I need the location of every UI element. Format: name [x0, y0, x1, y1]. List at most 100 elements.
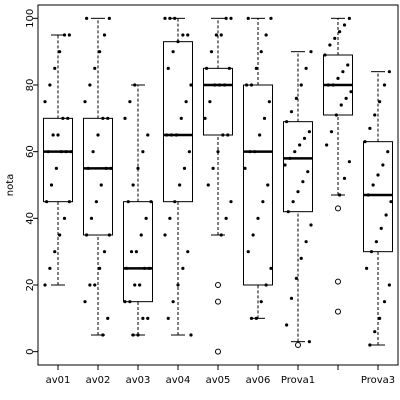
- point: [336, 76, 340, 80]
- point: [106, 316, 110, 320]
- point: [259, 50, 263, 54]
- point: [149, 200, 153, 204]
- point: [387, 283, 391, 287]
- point: [369, 250, 374, 254]
- point: [387, 70, 391, 74]
- point: [309, 223, 313, 227]
- point: [69, 150, 73, 154]
- point: [302, 136, 307, 140]
- point: [294, 96, 298, 100]
- point: [285, 323, 289, 327]
- x-tick-label: av04: [166, 375, 191, 386]
- point: [93, 66, 97, 70]
- point: [181, 33, 185, 37]
- point: [88, 83, 92, 87]
- point: [141, 150, 145, 154]
- point: [373, 113, 377, 117]
- point: [62, 216, 67, 220]
- x-tick-label: av05: [206, 375, 231, 386]
- point: [107, 233, 111, 237]
- point: [253, 150, 257, 154]
- point: [96, 133, 100, 137]
- point: [128, 100, 132, 104]
- point: [179, 116, 183, 120]
- point: [269, 266, 273, 270]
- point: [291, 200, 295, 204]
- y-tick-label: 100: [25, 9, 36, 28]
- point: [173, 200, 177, 204]
- point: [219, 233, 223, 237]
- point: [307, 340, 311, 344]
- point: [299, 256, 303, 260]
- point: [189, 333, 193, 337]
- point: [306, 170, 310, 174]
- x-tick-label: av06: [246, 375, 271, 386]
- point: [209, 50, 214, 54]
- y-axis-label: nota: [5, 174, 16, 197]
- point: [381, 163, 385, 167]
- point: [283, 163, 287, 167]
- point: [216, 150, 220, 154]
- point: [133, 83, 137, 87]
- point: [246, 16, 250, 20]
- point: [62, 33, 67, 37]
- point: [43, 100, 47, 104]
- point: [176, 283, 180, 287]
- point: [184, 100, 188, 104]
- point: [126, 200, 130, 204]
- point: [245, 83, 249, 87]
- point: [326, 83, 330, 87]
- box: [123, 201, 153, 303]
- point: [347, 160, 351, 164]
- outlier: [215, 282, 221, 288]
- point: [226, 133, 230, 137]
- point: [176, 40, 180, 44]
- point: [382, 300, 387, 304]
- point: [166, 316, 170, 320]
- point: [186, 33, 190, 37]
- point: [99, 183, 103, 187]
- point: [339, 103, 343, 107]
- point: [309, 50, 313, 54]
- point: [267, 100, 271, 104]
- point: [206, 183, 210, 187]
- point: [299, 83, 303, 87]
- point: [64, 150, 68, 154]
- point: [181, 266, 185, 270]
- box: [283, 121, 313, 213]
- point: [98, 266, 102, 270]
- point: [368, 126, 372, 130]
- x-tick-label: Prova1: [281, 375, 315, 386]
- point: [251, 233, 255, 237]
- point: [211, 166, 215, 170]
- point: [101, 333, 105, 337]
- point: [139, 233, 143, 237]
- point: [258, 133, 262, 137]
- point: [333, 36, 337, 40]
- point: [205, 66, 209, 70]
- point: [53, 66, 57, 70]
- point: [174, 133, 178, 137]
- point: [246, 250, 250, 254]
- point: [347, 16, 351, 20]
- point: [134, 250, 138, 254]
- point: [107, 16, 111, 20]
- point: [109, 166, 113, 170]
- y-tick-label: 0: [25, 348, 36, 354]
- point: [48, 266, 52, 270]
- box: [163, 41, 193, 203]
- point: [334, 113, 338, 117]
- point: [58, 233, 62, 237]
- point: [262, 116, 267, 120]
- point: [341, 70, 345, 74]
- point: [224, 216, 228, 220]
- point: [131, 333, 135, 337]
- point: [85, 233, 89, 237]
- point: [214, 33, 218, 37]
- point: [59, 150, 63, 154]
- x-tick-label: av02: [86, 375, 111, 386]
- point: [331, 83, 335, 87]
- point: [378, 100, 382, 104]
- point: [329, 130, 334, 134]
